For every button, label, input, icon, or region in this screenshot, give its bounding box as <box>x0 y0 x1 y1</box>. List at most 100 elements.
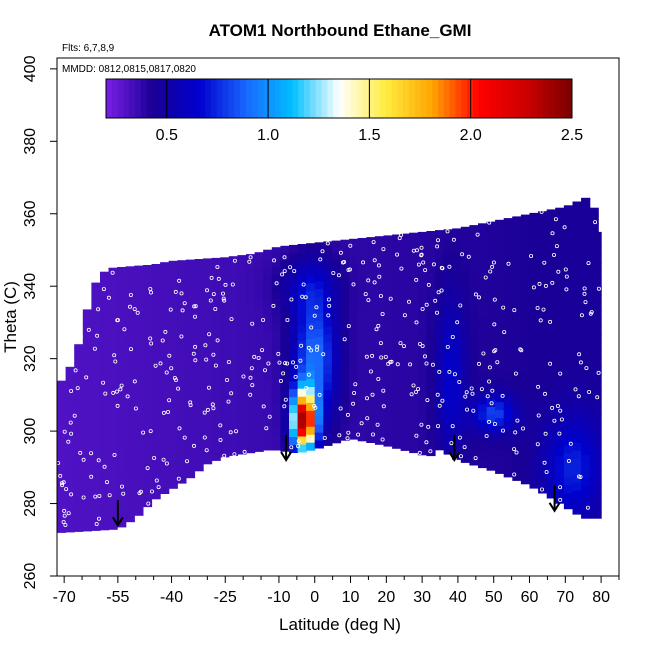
sample-point <box>62 429 67 434</box>
sample-point <box>173 377 178 382</box>
heatmap-cell <box>82 379 92 388</box>
heatmap-cell <box>65 515 75 525</box>
heatmap-cell <box>435 409 445 419</box>
heatmap-cell <box>82 331 92 341</box>
heatmap-cell <box>503 405 513 414</box>
heatmap-cell <box>452 419 462 428</box>
heatmap-cell <box>563 452 574 462</box>
heatmap-cell <box>520 388 531 397</box>
heatmap-cell <box>323 437 333 446</box>
heatmap-cell <box>100 338 110 348</box>
heatmap-cell <box>91 482 101 491</box>
sample-point <box>563 267 568 272</box>
heatmap-cell <box>417 422 427 432</box>
heatmap-cell <box>400 233 410 236</box>
heatmap-cell <box>503 218 513 223</box>
heatmap-cell <box>426 423 436 433</box>
heatmap-cell <box>211 340 221 350</box>
colorbar-swatch <box>257 79 264 118</box>
sample-point <box>260 348 265 353</box>
heatmap-cell <box>538 461 548 470</box>
heatmap-cell <box>555 439 565 448</box>
heatmap-cell <box>134 475 144 484</box>
heatmap-cell <box>581 446 591 455</box>
heatmap-cell <box>589 438 599 447</box>
heatmap-cell <box>426 288 436 297</box>
heatmap-cell <box>589 215 599 224</box>
sample-point <box>435 424 440 429</box>
heatmap-cell <box>168 312 178 322</box>
heatmap-cell <box>374 348 385 358</box>
sample-point <box>161 457 166 462</box>
heatmap-cell <box>306 354 316 364</box>
heatmap-cell <box>151 403 161 412</box>
heatmap-cell <box>246 277 256 286</box>
heatmap-cell <box>220 313 230 322</box>
heatmap-cell <box>374 284 385 294</box>
heatmap-cell <box>486 350 496 360</box>
heatmap-cell <box>160 286 170 295</box>
heatmap-cell <box>323 246 333 255</box>
heatmap-cell <box>142 482 153 492</box>
colorbar-swatch <box>362 79 369 118</box>
heatmap-cell <box>280 323 290 333</box>
heatmap-cell <box>495 313 505 323</box>
heatmap-cell <box>426 264 436 273</box>
heatmap-cell <box>237 438 247 447</box>
heatmap-cell <box>194 462 204 472</box>
heatmap-cell <box>220 448 230 458</box>
heatmap-cell <box>220 416 230 426</box>
heatmap-cell <box>581 398 591 408</box>
heatmap-cell <box>280 267 290 277</box>
heatmap-cell <box>108 417 118 427</box>
colorbar-swatch <box>426 79 433 118</box>
heatmap-cell <box>546 274 556 284</box>
heatmap-cell <box>91 418 101 428</box>
heatmap-cell <box>555 423 565 432</box>
heatmap-cell <box>91 362 101 372</box>
heatmap-cell <box>538 317 548 327</box>
heatmap-cell <box>538 341 548 351</box>
heatmap-cell <box>211 269 221 278</box>
heatmap-cell <box>512 344 522 354</box>
heatmap-cell <box>460 302 470 312</box>
sample-point <box>381 247 386 252</box>
heatmap-cell <box>194 383 204 392</box>
heatmap-cell <box>495 385 505 395</box>
sample-point <box>306 345 311 350</box>
sample-points <box>56 209 601 528</box>
heatmap-cell <box>529 464 539 473</box>
colorbar-swatch <box>315 79 323 118</box>
heatmap-cell <box>529 248 539 258</box>
heatmap-cell <box>572 402 582 411</box>
heatmap-cell <box>546 394 556 403</box>
colorbar-swatch <box>135 79 142 118</box>
heatmap-cell <box>151 450 161 460</box>
heatmap-cell <box>211 316 221 326</box>
sample-point <box>78 450 83 455</box>
heatmap-cell <box>237 398 247 407</box>
colorbar-swatch <box>379 79 387 118</box>
heatmap-cell <box>452 236 462 245</box>
heatmap-cell <box>357 337 367 346</box>
heatmap-cell <box>57 420 67 430</box>
heatmap-cell <box>520 332 531 341</box>
heatmap-cell <box>151 442 161 452</box>
sample-point <box>81 457 86 462</box>
heatmap-cell <box>306 330 316 340</box>
heatmap-cell <box>220 321 230 330</box>
heatmap-cell <box>538 229 548 239</box>
heatmap-cell <box>366 362 376 372</box>
heatmap-cell <box>366 267 376 276</box>
heatmap-cell <box>426 391 436 401</box>
sample-point <box>224 377 229 382</box>
heatmap-cell <box>160 453 170 463</box>
heatmap-cell <box>589 414 599 423</box>
heatmap-cell <box>82 419 92 428</box>
sample-point <box>207 332 212 337</box>
sample-point <box>543 283 548 288</box>
heatmap-cell <box>306 298 316 308</box>
heatmap-cell <box>392 400 402 409</box>
sample-point <box>556 269 561 274</box>
heatmap-cell <box>177 379 187 388</box>
